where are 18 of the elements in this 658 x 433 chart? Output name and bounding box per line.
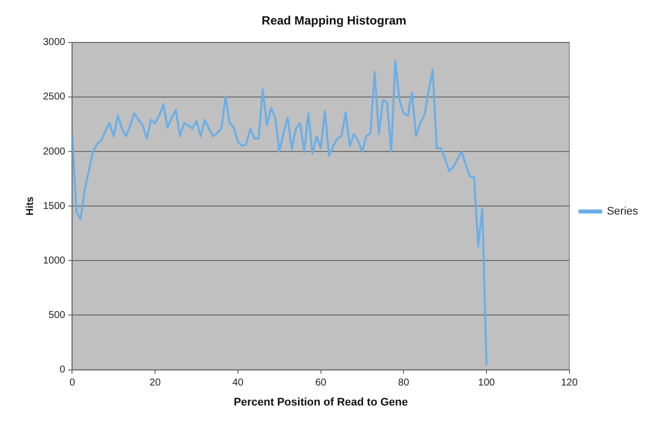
x-tick-label: 60	[315, 378, 327, 389]
y-tick-label: 1000	[42, 255, 66, 266]
x-tick-label: 40	[232, 378, 244, 389]
y-tick-label: 500	[48, 310, 66, 321]
y-tick-label: 2500	[42, 92, 66, 103]
legend-label: Series	[606, 206, 638, 218]
y-tick-label: 1500	[42, 200, 66, 212]
x-tick-label: 80	[398, 378, 410, 389]
x-tick-label: 0	[69, 378, 76, 389]
x-tick-label: 120	[560, 378, 578, 389]
x-axis-title: Percent Position of Read to Gene	[234, 396, 408, 408]
chart-title: Read Mapping Histogram	[262, 14, 406, 28]
y-axis-title: Hits	[24, 196, 36, 216]
x-tick-label: 20	[150, 378, 162, 389]
y-tick-label: 0	[60, 364, 66, 376]
y-tick-label: 3000	[42, 37, 66, 48]
y-tick-label: 2000	[42, 146, 66, 158]
x-tick-label: 100	[478, 378, 496, 389]
